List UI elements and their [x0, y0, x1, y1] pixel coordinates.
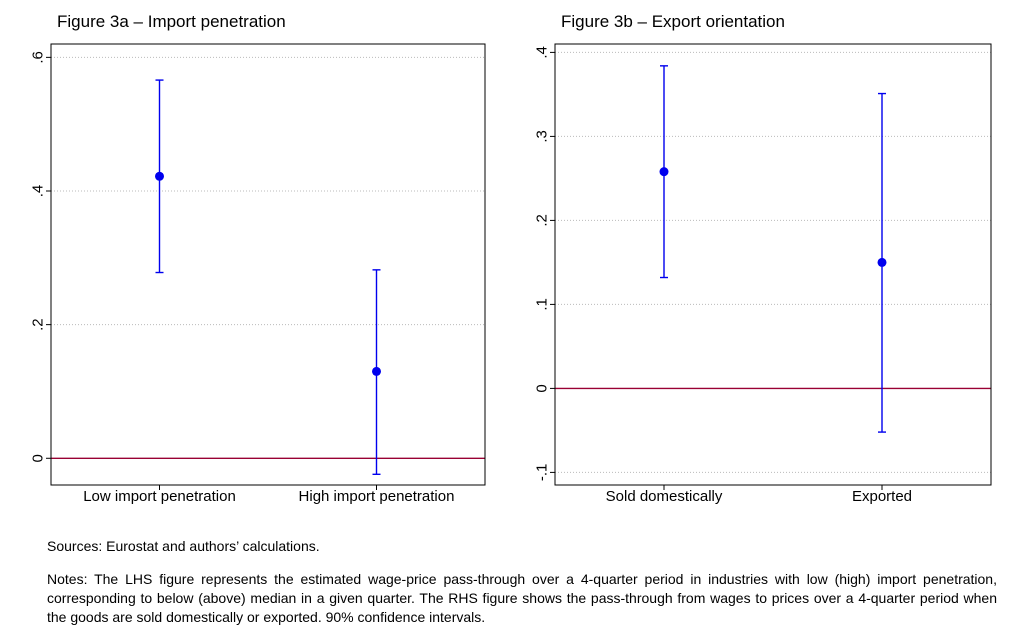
point-estimate [659, 167, 669, 177]
x-tick-label: Low import penetration [83, 488, 236, 505]
charts-area: Figure 3a – Import penetration 0 .2 .4 .6 Low… [30, 12, 992, 505]
x-tick-label: High import penetration [299, 488, 455, 505]
y-tick-label: .6 [30, 51, 47, 64]
y-tick-label: .2 [534, 214, 551, 227]
y-tick-label: -.1 [534, 464, 551, 482]
notes-text: Notes: The LHS figure represents the est… [47, 571, 997, 625]
x-tick-label: Sold domestically [606, 488, 723, 505]
y-tick-label: .1 [534, 298, 551, 311]
y-tick-label: 0 [30, 454, 47, 462]
point-estimate [372, 366, 381, 376]
sources-text: Sources: Eurostat and authors’ calculati… [47, 538, 320, 554]
point-estimate [155, 171, 164, 181]
chart-panel-2: Figure 3b – Export orientation -.1 0 .1 .2 .3… [534, 12, 992, 505]
y-tick-label: .2 [30, 318, 47, 331]
y-tick-label: .4 [534, 46, 551, 59]
chart-title: Figure 3b – Export orientation [561, 12, 785, 31]
y-tick-label: .3 [534, 130, 551, 143]
plot-frame [554, 43, 992, 486]
y-tick-label: .4 [30, 185, 47, 198]
point-estimate [877, 257, 887, 267]
chart-panel-1: Figure 3a – Import penetration 0 .2 .4 .6 Low… [30, 12, 486, 505]
chart-title: Figure 3a – Import penetration [57, 12, 286, 31]
x-tick-label: Exported [852, 488, 912, 505]
plot-frame [50, 43, 486, 486]
y-tick-label: 0 [534, 384, 551, 392]
